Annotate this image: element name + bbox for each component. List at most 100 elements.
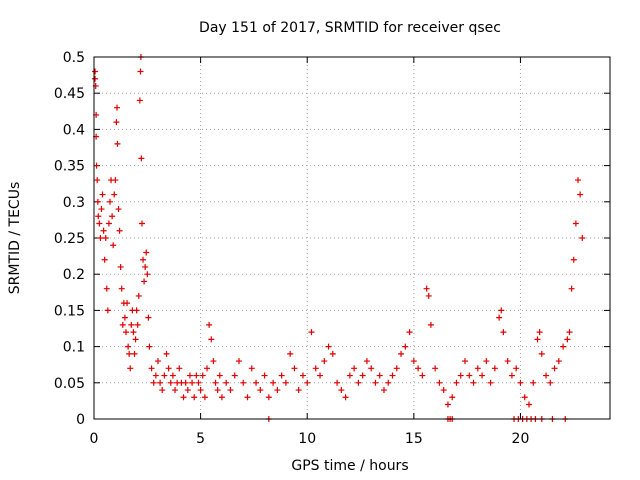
data-point — [216, 372, 223, 379]
data-point — [191, 394, 198, 401]
data-point — [132, 336, 139, 343]
data-point — [500, 329, 507, 336]
data-point — [206, 321, 213, 328]
data-point — [508, 372, 515, 379]
y-tick-label: 0.2 — [63, 267, 85, 283]
data-point — [195, 379, 202, 386]
data-point — [457, 372, 464, 379]
data-point — [368, 365, 375, 372]
data-point — [138, 220, 145, 227]
data-point — [425, 292, 432, 299]
data-point — [94, 177, 101, 184]
data-point — [186, 372, 193, 379]
data-point — [137, 68, 144, 75]
data-point — [131, 350, 138, 357]
data-point — [103, 285, 110, 292]
data-point — [135, 292, 142, 299]
data-point — [145, 314, 152, 321]
data-point — [112, 177, 119, 184]
data-point — [150, 379, 157, 386]
data-point — [432, 365, 439, 372]
data-point — [385, 379, 392, 386]
data-point — [94, 198, 101, 205]
data-point — [474, 365, 481, 372]
data-point — [223, 379, 230, 386]
data-point — [231, 372, 238, 379]
data-point — [372, 379, 379, 386]
data-point — [172, 387, 179, 394]
data-point — [110, 242, 117, 249]
data-point — [169, 372, 176, 379]
data-point — [102, 235, 109, 241]
data-point — [317, 372, 324, 379]
data-point — [453, 379, 460, 386]
data-point — [551, 365, 558, 372]
data-point — [95, 213, 102, 220]
y-tick-label: 0.1 — [63, 340, 85, 356]
data-point — [564, 336, 571, 343]
data-point — [144, 271, 151, 278]
data-point — [427, 321, 434, 328]
data-point — [92, 68, 99, 75]
data-point — [513, 365, 520, 372]
y-tick-label: 0.05 — [54, 376, 85, 392]
data-point — [274, 387, 281, 394]
data-point — [104, 307, 111, 314]
data-point — [470, 379, 477, 386]
y-tick-label: 0 — [76, 412, 85, 428]
y-axis-label: SRMTID / TECUs — [7, 182, 23, 295]
data-point — [210, 358, 217, 365]
data-point — [197, 387, 204, 394]
data-point — [100, 227, 107, 234]
y-tick-label: 0.25 — [54, 231, 85, 247]
data-point — [487, 379, 494, 386]
data-point — [498, 307, 505, 314]
data-point — [136, 97, 143, 104]
data-point — [257, 387, 264, 394]
data-point — [291, 365, 298, 372]
data-point — [240, 379, 247, 386]
data-point — [126, 350, 133, 357]
data-point — [92, 75, 99, 82]
data-point — [560, 343, 567, 350]
grid-lines — [94, 57, 610, 419]
data-point — [483, 358, 490, 365]
data-point — [402, 343, 409, 350]
data-point — [538, 350, 545, 357]
data-point — [130, 329, 137, 336]
data-point — [406, 329, 413, 336]
data-point — [96, 220, 103, 227]
data-point — [278, 372, 285, 379]
data-point — [204, 365, 211, 372]
data-point — [449, 394, 456, 401]
data-point — [436, 379, 443, 386]
data-point — [201, 394, 208, 401]
data-point — [119, 321, 126, 328]
data-point — [393, 365, 400, 372]
x-tick-label: 15 — [405, 431, 423, 447]
data-point — [479, 372, 486, 379]
data-point — [214, 387, 221, 394]
data-point — [415, 365, 422, 372]
data-point — [189, 379, 196, 386]
data-point — [105, 220, 112, 227]
data-point — [118, 285, 125, 292]
data-point — [376, 372, 383, 379]
data-point — [146, 343, 153, 350]
data-point — [176, 365, 183, 372]
data-point — [106, 198, 113, 205]
data-point — [212, 379, 219, 386]
data-point — [180, 394, 187, 401]
data-point — [299, 372, 306, 379]
y-tick-labels: 0 0.05 0.1 0.15 0.2 0.25 0.3 0.35 0.4 0.45 0.5 — [54, 50, 85, 428]
data-point — [167, 379, 174, 386]
data-point — [152, 372, 159, 379]
data-point — [270, 379, 277, 386]
data-point — [184, 387, 191, 394]
data-point — [521, 394, 528, 401]
data-point — [244, 394, 251, 401]
data-point — [261, 372, 268, 379]
data-point — [543, 372, 550, 379]
data-point — [133, 307, 140, 314]
data-point — [113, 119, 120, 126]
